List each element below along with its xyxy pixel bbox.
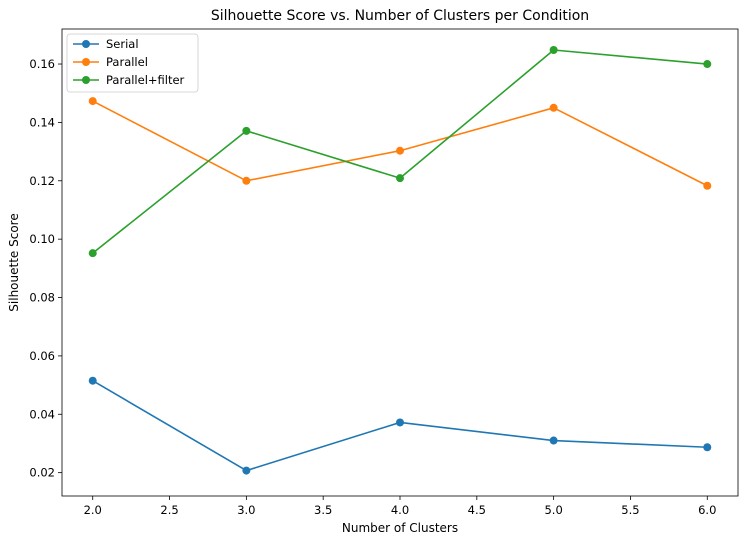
series-serial bbox=[88, 376, 712, 475]
data-point bbox=[703, 443, 712, 452]
chart-title: Silhouette Score vs. Number of Clusters … bbox=[211, 8, 589, 24]
x-tick-label: 4.5 bbox=[468, 503, 486, 517]
legend-item: Parallel+filter bbox=[73, 73, 185, 87]
data-point bbox=[396, 418, 404, 427]
data-point bbox=[549, 46, 558, 55]
data-point bbox=[703, 181, 712, 190]
legend-label: Parallel+filter bbox=[106, 73, 185, 87]
series-layer bbox=[88, 46, 712, 475]
x-tick-label: 5.0 bbox=[544, 503, 562, 517]
y-tick-label: 0.06 bbox=[29, 349, 55, 363]
x-axis: 2.0 2.5 3.0 3.5 4.0 4.5 5.0 5.5 6.0 bbox=[84, 496, 716, 517]
data-point bbox=[396, 174, 404, 183]
data-point bbox=[242, 466, 251, 475]
data-point bbox=[703, 60, 712, 69]
legend-item: Serial bbox=[73, 37, 139, 51]
y-tick-label: 0.04 bbox=[29, 407, 55, 421]
y-axis: 0.02 0.04 0.06 0.08 0.10 0.12 0.14 0.16 bbox=[29, 57, 62, 480]
y-tick-label: 0.16 bbox=[29, 57, 55, 71]
y-tick-label: 0.12 bbox=[29, 174, 55, 188]
legend-marker bbox=[82, 40, 90, 48]
x-tick-label: 2.0 bbox=[84, 503, 102, 517]
data-point bbox=[88, 249, 97, 258]
data-point bbox=[396, 146, 404, 155]
legend-marker bbox=[82, 58, 90, 66]
legend-box bbox=[66, 33, 199, 93]
y-tick-label: 0.02 bbox=[29, 466, 55, 480]
data-point bbox=[549, 436, 558, 445]
y-tick-label: 0.14 bbox=[29, 115, 55, 129]
x-tick-label: 2.5 bbox=[160, 503, 178, 517]
x-tick-label: 4.0 bbox=[391, 503, 409, 517]
series-parallel bbox=[88, 97, 712, 190]
data-point bbox=[549, 103, 558, 112]
legend-label: Parallel bbox=[106, 55, 148, 69]
series-parallel-filter bbox=[88, 46, 712, 258]
data-point bbox=[88, 97, 97, 106]
x-tick-label: 5.5 bbox=[621, 503, 639, 517]
legend: Serial Parallel Parallel+filter bbox=[66, 33, 199, 93]
legend-item: Parallel bbox=[73, 55, 148, 69]
legend-label: Serial bbox=[106, 37, 139, 51]
x-tick-label: 3.5 bbox=[314, 503, 332, 517]
y-axis-label: Silhouette Score bbox=[7, 213, 21, 311]
legend-marker bbox=[82, 76, 90, 84]
y-tick-label: 0.10 bbox=[29, 232, 55, 246]
x-axis-label: Number of Clusters bbox=[342, 521, 458, 535]
data-point bbox=[242, 176, 251, 185]
data-point bbox=[242, 126, 251, 135]
x-tick-label: 3.0 bbox=[237, 503, 255, 517]
series-line bbox=[92, 100, 708, 187]
y-tick-label: 0.08 bbox=[29, 291, 55, 305]
data-point bbox=[88, 376, 97, 385]
x-tick-label: 6.0 bbox=[698, 503, 716, 517]
